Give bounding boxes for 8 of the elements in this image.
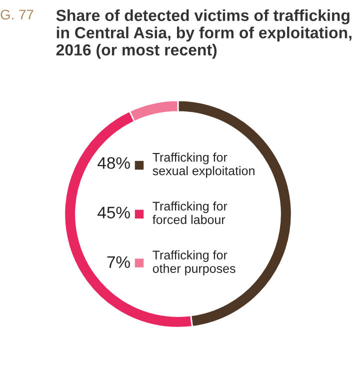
data-label: 45%: [98, 206, 130, 218]
data-label: 7%: [107, 256, 130, 268]
legend-label: Trafficking for forced labour: [152, 201, 228, 224]
text: G. 77: [0, 10, 34, 20]
chart-title: Share of detected victims of trafficking in Central Asia, by form of exploitation, 2016 (or most recent): [56, 9, 352, 59]
data-label: 48%: [98, 157, 130, 169]
legend-label: Trafficking for other purposes: [152, 250, 236, 276]
legend-label: Trafficking for sexual exploitation: [152, 152, 254, 178]
